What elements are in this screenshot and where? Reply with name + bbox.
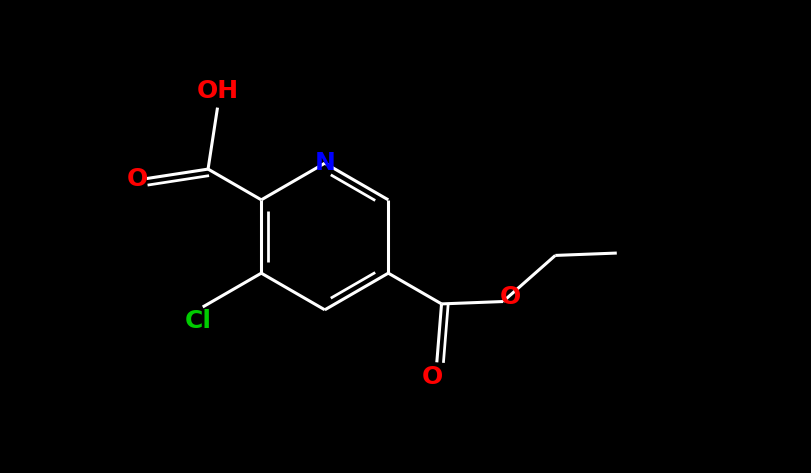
- Text: O: O: [499, 285, 520, 309]
- Text: O: O: [127, 166, 148, 191]
- Text: N: N: [314, 151, 335, 175]
- Text: O: O: [421, 365, 442, 388]
- Text: OH: OH: [196, 79, 238, 103]
- Text: Cl: Cl: [184, 309, 211, 333]
